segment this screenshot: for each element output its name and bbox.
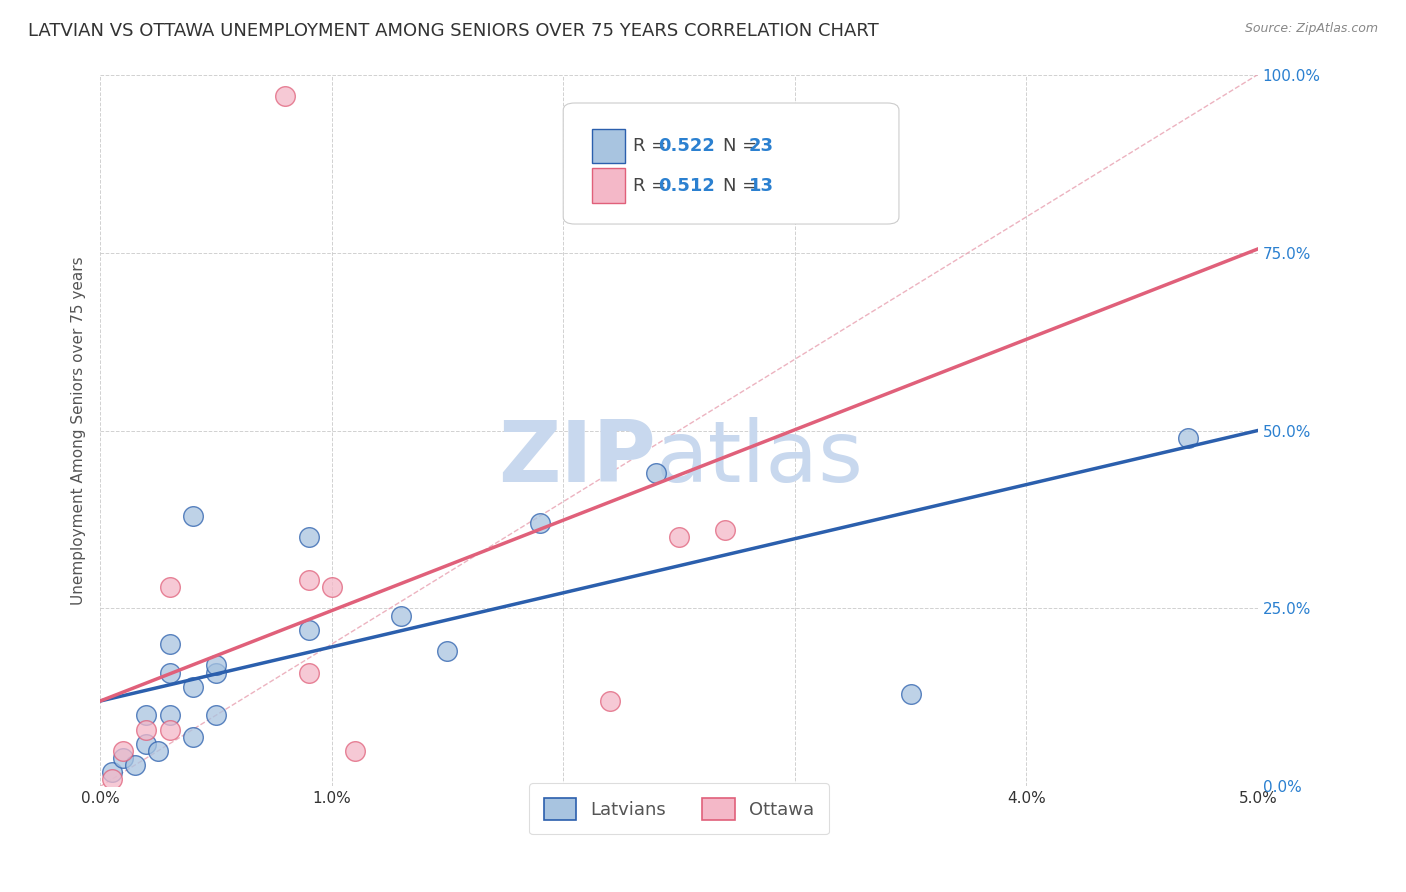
- Point: [389, 608, 412, 623]
- Text: R =: R =: [633, 177, 672, 194]
- Point: [205, 708, 228, 723]
- Point: [112, 751, 135, 765]
- Point: [529, 516, 551, 530]
- Point: [124, 758, 146, 772]
- Point: [159, 708, 181, 723]
- Point: [297, 623, 319, 637]
- Point: [343, 744, 366, 758]
- FancyBboxPatch shape: [592, 128, 624, 163]
- Point: [100, 772, 122, 787]
- Point: [112, 744, 135, 758]
- Text: N =: N =: [723, 136, 763, 154]
- Point: [644, 467, 666, 481]
- Text: N =: N =: [723, 177, 763, 194]
- Y-axis label: Unemployment Among Seniors over 75 years: Unemployment Among Seniors over 75 years: [72, 256, 86, 605]
- Point: [436, 644, 458, 658]
- Point: [274, 88, 297, 103]
- Point: [181, 680, 204, 694]
- Text: atlas: atlas: [655, 417, 863, 500]
- Text: 13: 13: [748, 177, 773, 194]
- Text: 0.522: 0.522: [658, 136, 716, 154]
- Point: [900, 687, 922, 701]
- Point: [297, 573, 319, 587]
- Point: [714, 523, 737, 537]
- Point: [321, 580, 343, 594]
- Point: [146, 744, 169, 758]
- Point: [159, 723, 181, 737]
- FancyBboxPatch shape: [592, 169, 624, 202]
- Text: ZIP: ZIP: [498, 417, 655, 500]
- Point: [668, 530, 690, 544]
- Text: LATVIAN VS OTTAWA UNEMPLOYMENT AMONG SENIORS OVER 75 YEARS CORRELATION CHART: LATVIAN VS OTTAWA UNEMPLOYMENT AMONG SEN…: [28, 22, 879, 40]
- Text: R =: R =: [633, 136, 672, 154]
- Point: [181, 508, 204, 523]
- Point: [599, 694, 621, 708]
- Point: [159, 580, 181, 594]
- Text: 23: 23: [748, 136, 773, 154]
- Text: Source: ZipAtlas.com: Source: ZipAtlas.com: [1244, 22, 1378, 36]
- Point: [297, 665, 319, 680]
- Point: [205, 665, 228, 680]
- Point: [100, 765, 122, 780]
- Point: [135, 723, 157, 737]
- Point: [159, 637, 181, 651]
- Point: [159, 665, 181, 680]
- Point: [1177, 431, 1199, 445]
- Point: [135, 737, 157, 751]
- Point: [297, 530, 319, 544]
- Point: [135, 708, 157, 723]
- Legend: Latvians, Ottawa: Latvians, Ottawa: [529, 783, 830, 834]
- Point: [181, 730, 204, 744]
- FancyBboxPatch shape: [564, 103, 898, 224]
- Point: [205, 658, 228, 673]
- Text: 0.512: 0.512: [658, 177, 716, 194]
